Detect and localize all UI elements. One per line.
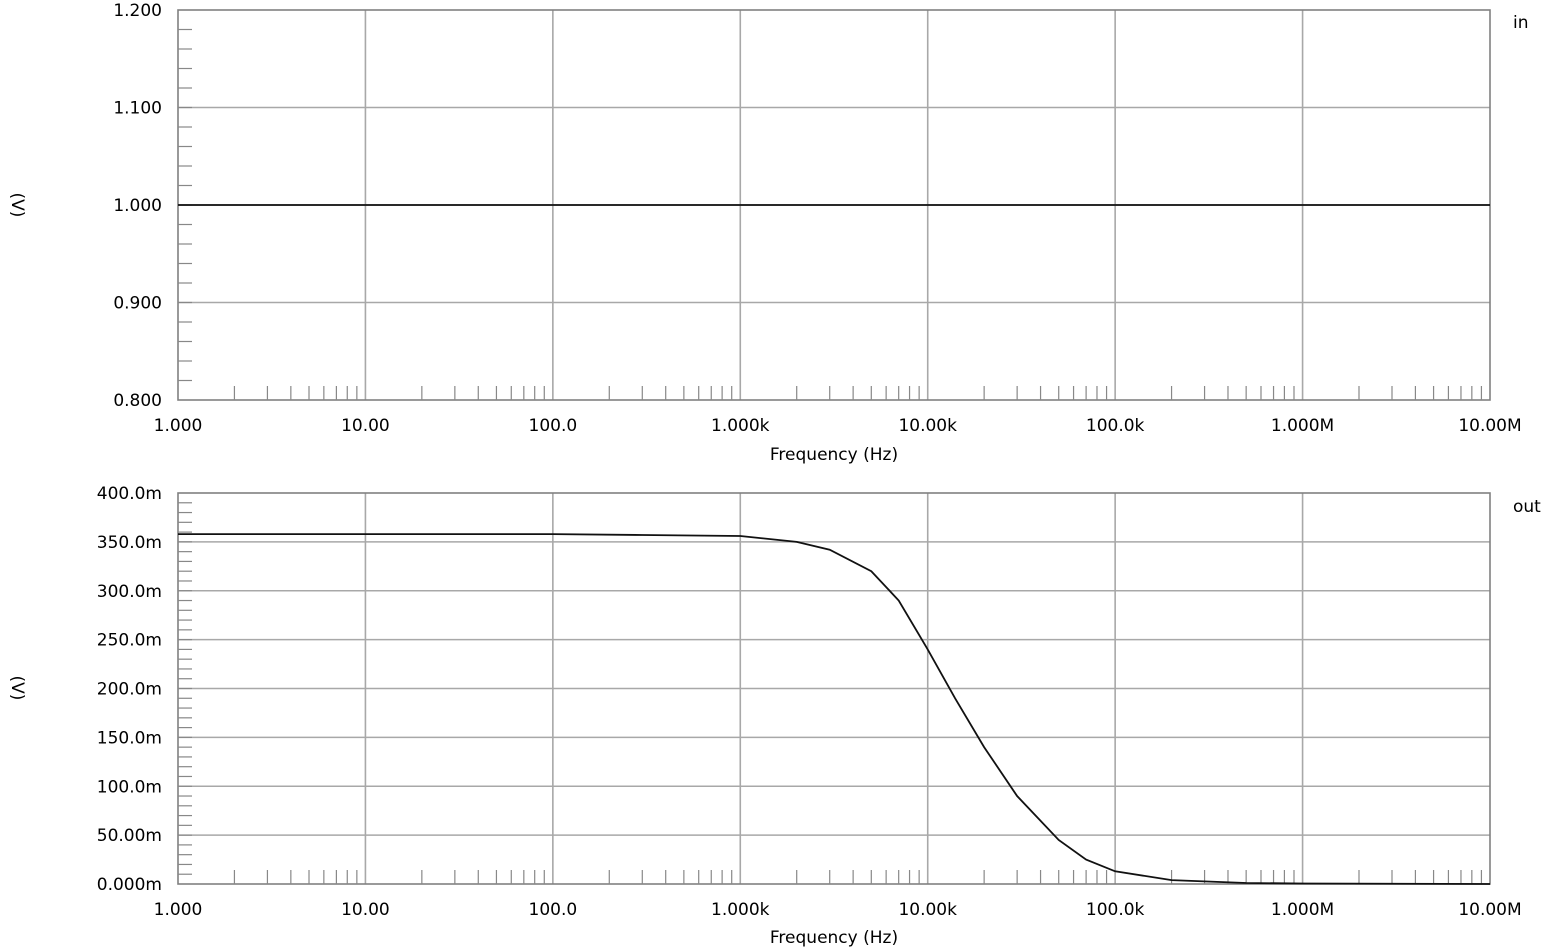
x-tick-label: 1.000 [154, 900, 203, 920]
x-tick-label: 100.0 [529, 900, 578, 920]
y-tick-label: 350.0m [97, 533, 162, 553]
input-voltage-panel: 1.000 10.00 100.0 1.000k 10.00k 100.0k 1.000M 1… [7, 1, 1529, 465]
y-tick-label: 1.000 [113, 196, 162, 216]
x-tick-label: 10.00M [1458, 416, 1521, 436]
trace-label: in [1513, 13, 1529, 33]
x-tick-label: 100.0 [529, 416, 578, 436]
y-tick-label: 200.0m [97, 680, 162, 700]
x-tick-label: 100.0k [1086, 416, 1145, 436]
y-tick-label: 0.900 [113, 294, 162, 314]
y-tick-label: 1.200 [113, 1, 162, 21]
y-tick-label: 150.0m [97, 728, 162, 748]
y-tick-label: 250.0m [97, 631, 162, 651]
x-axis-label: Frequency (Hz) [770, 445, 898, 465]
x-tick-label: 10.00 [341, 416, 390, 436]
series-line-out [178, 533, 1491, 885]
y-tick-label: 50.00m [97, 826, 162, 846]
y-tick-label: 0.000m [97, 875, 162, 895]
y-tick-label: 100.0m [97, 777, 162, 797]
x-tick-label: 1.000k [711, 416, 770, 436]
x-tick-label: 10.00M [1458, 900, 1521, 920]
output-voltage-panel: 1.000 10.00 100.0 1.000k 10.00k 100.0k 1.000M 1… [7, 484, 1541, 948]
x-axis-label: Frequency (Hz) [770, 928, 898, 948]
x-tick-label: 1.000k [711, 900, 770, 920]
y-axis-label: (V) [7, 676, 27, 701]
y-tick-label: 1.100 [113, 99, 162, 119]
x-tick-label: 1.000M [1271, 900, 1334, 920]
y-axis-label: (V) [7, 193, 27, 218]
trace-label: out [1513, 497, 1541, 517]
y-tick-label: 0.800 [113, 391, 162, 411]
y-tick-label: 400.0m [97, 484, 162, 504]
x-tick-label: 1.000M [1271, 416, 1334, 436]
x-tick-label: 1.000 [154, 416, 203, 436]
x-tick-label: 100.0k [1086, 900, 1145, 920]
x-tick-label: 10.00 [341, 900, 390, 920]
x-tick-label: 10.00k [898, 900, 957, 920]
y-tick-label: 300.0m [97, 582, 162, 602]
x-tick-label: 10.00k [898, 416, 957, 436]
